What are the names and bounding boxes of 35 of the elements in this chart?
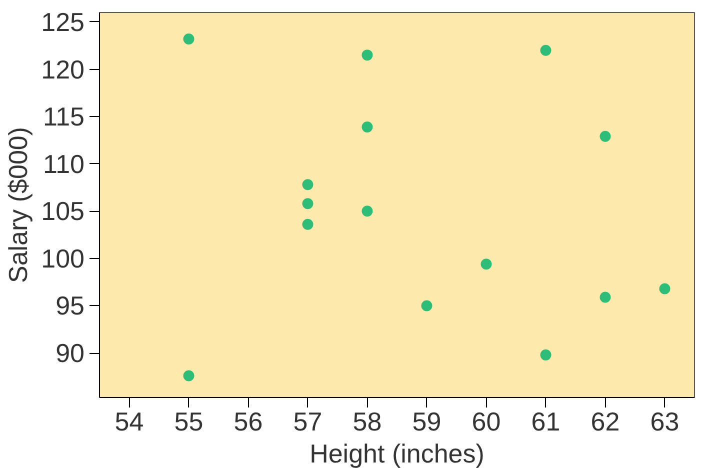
- x-tick-label: 61: [531, 406, 560, 436]
- point: [540, 44, 552, 56]
- point: [362, 121, 373, 132]
- y-tick-label: 105: [41, 196, 85, 226]
- point: [600, 292, 611, 303]
- x-tick-label: 54: [114, 406, 144, 436]
- point: [421, 300, 432, 312]
- point: [183, 370, 194, 382]
- point: [302, 179, 314, 190]
- x-tick-label: 58: [352, 406, 382, 436]
- x-tick-label: 57: [293, 406, 322, 436]
- x-tick-label: 62: [590, 406, 620, 436]
- y-tick-label: 95: [56, 290, 84, 321]
- point: [480, 258, 492, 270]
- point: [659, 283, 670, 294]
- y-axis-title: Salary ($000): [3, 126, 34, 284]
- y-tick-label: 125: [41, 6, 85, 37]
- y-tick-label: 90: [56, 338, 84, 368]
- y-tick-label: 120: [41, 54, 85, 84]
- x-axis-title: Height (inches): [310, 438, 484, 468]
- y-tick-label: 115: [43, 102, 85, 132]
- x-tick-label: 56: [234, 406, 263, 436]
- y-tick-label: 100: [41, 243, 85, 274]
- x-tick-label: 63: [650, 406, 680, 436]
- x-tick-label: 59: [412, 406, 442, 436]
- point: [183, 33, 194, 44]
- point: [302, 198, 314, 210]
- point: [600, 130, 611, 142]
- point: [302, 218, 314, 230]
- point: [362, 206, 373, 217]
- point: [362, 50, 373, 61]
- y-tick-label: 110: [43, 148, 85, 179]
- x-tick-label: 55: [174, 406, 204, 436]
- point: [540, 349, 552, 360]
- x-tick-label: 60: [472, 406, 501, 436]
